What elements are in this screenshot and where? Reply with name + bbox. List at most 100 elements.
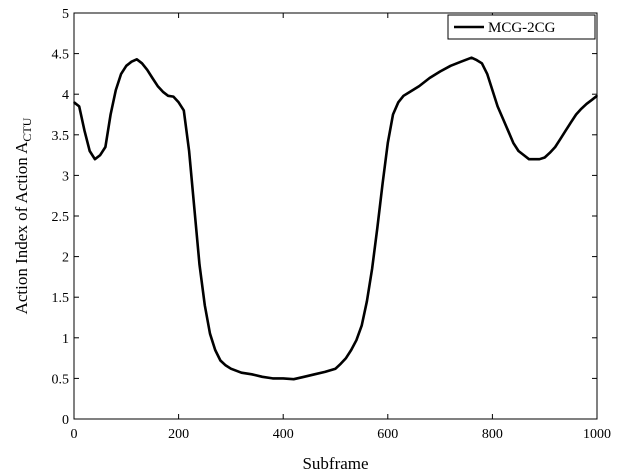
data-point [94, 158, 96, 160]
data-point [167, 95, 169, 97]
data-point [387, 142, 389, 144]
x-tick-label: 400 [273, 427, 294, 442]
data-point [439, 70, 441, 73]
data-point [449, 64, 452, 67]
y-tick-label: 0.5 [52, 372, 70, 387]
data-point [214, 349, 217, 351]
y-axis-title: Action Index of Action ACTU [12, 117, 34, 314]
data-point [141, 62, 143, 65]
legend-label: MCG-2CG [488, 20, 556, 36]
data-point [559, 138, 562, 140]
data-point [172, 95, 175, 98]
data-point [177, 101, 180, 104]
data-point [282, 377, 285, 380]
data-point [203, 304, 206, 307]
y-tick-label: 5 [62, 7, 69, 22]
data-point [585, 103, 588, 105]
data-point [188, 150, 190, 152]
data-point [193, 207, 196, 209]
y-tick-label: 3.5 [52, 129, 70, 144]
data-point [99, 154, 101, 156]
data-point [120, 73, 122, 75]
data-point [303, 375, 305, 378]
data-point [533, 158, 536, 160]
data-point [162, 90, 164, 93]
data-point [324, 371, 326, 373]
data-point [381, 182, 384, 185]
data-point [392, 113, 394, 116]
data-point [376, 227, 379, 229]
data-point [549, 151, 551, 154]
legend: MCG-2CG [447, 14, 596, 40]
data-point [115, 89, 117, 91]
data-point [183, 109, 185, 112]
series-layer [73, 56, 598, 381]
x-tick-label: 1000 [583, 427, 611, 442]
series-line [73, 56, 598, 381]
data-point [135, 58, 138, 61]
x-tick-label: 600 [377, 427, 398, 442]
data-point [109, 113, 112, 116]
data-point [481, 62, 483, 65]
y-tick-label: 0 [62, 413, 69, 428]
y-tick-label: 2 [62, 251, 69, 266]
data-point [78, 105, 81, 108]
data-point [590, 99, 593, 101]
data-point [251, 373, 253, 376]
data-point [104, 146, 107, 148]
y-axis-title-main: Action Index of Action A [12, 141, 31, 315]
data-point [475, 59, 478, 61]
data-point [512, 142, 515, 144]
data-point [564, 129, 567, 132]
data-point [580, 108, 583, 110]
y-tick-label: 4 [62, 88, 69, 103]
y-axis-title-subscript: CTU [20, 117, 34, 141]
plot-border [73, 12, 598, 420]
y-tick-label: 1 [62, 332, 69, 347]
data-point [460, 60, 462, 63]
data-point [130, 60, 133, 63]
data-point [355, 339, 358, 342]
x-tick-label: 800 [482, 427, 503, 442]
data-point [570, 121, 572, 124]
data-point [402, 95, 405, 97]
x-tick-label: 200 [168, 427, 189, 442]
data-point [271, 377, 274, 380]
x-axis-title: Subframe [302, 454, 368, 473]
data-point [313, 373, 316, 376]
data-point [502, 117, 504, 120]
data-point [428, 77, 431, 79]
data-point [230, 367, 232, 370]
data-point [528, 158, 530, 160]
data-point [240, 371, 243, 374]
data-point [596, 95, 598, 97]
plot-frame [73, 12, 598, 420]
data-point [198, 263, 201, 266]
data-point [407, 91, 410, 94]
data-point [397, 101, 400, 104]
data-point [350, 349, 352, 351]
data-point [88, 150, 91, 152]
y-tick-label: 4.5 [52, 48, 70, 63]
data-point [366, 300, 368, 303]
data-point [486, 73, 488, 75]
data-point [73, 101, 75, 104]
data-point [371, 267, 373, 270]
data-point [146, 69, 149, 71]
data-point [292, 378, 295, 381]
data-point [507, 129, 509, 132]
data-point [83, 129, 86, 132]
y-tick-label: 2.5 [52, 210, 70, 225]
data-point [261, 375, 264, 378]
data-point [554, 146, 556, 148]
data-point [345, 357, 347, 359]
data-point [360, 324, 363, 327]
data-point [543, 156, 546, 159]
data-point [151, 77, 154, 79]
y-tick-label: 1.5 [52, 291, 70, 306]
data-point [224, 364, 227, 367]
data-point [470, 56, 473, 59]
data-point [209, 332, 211, 335]
